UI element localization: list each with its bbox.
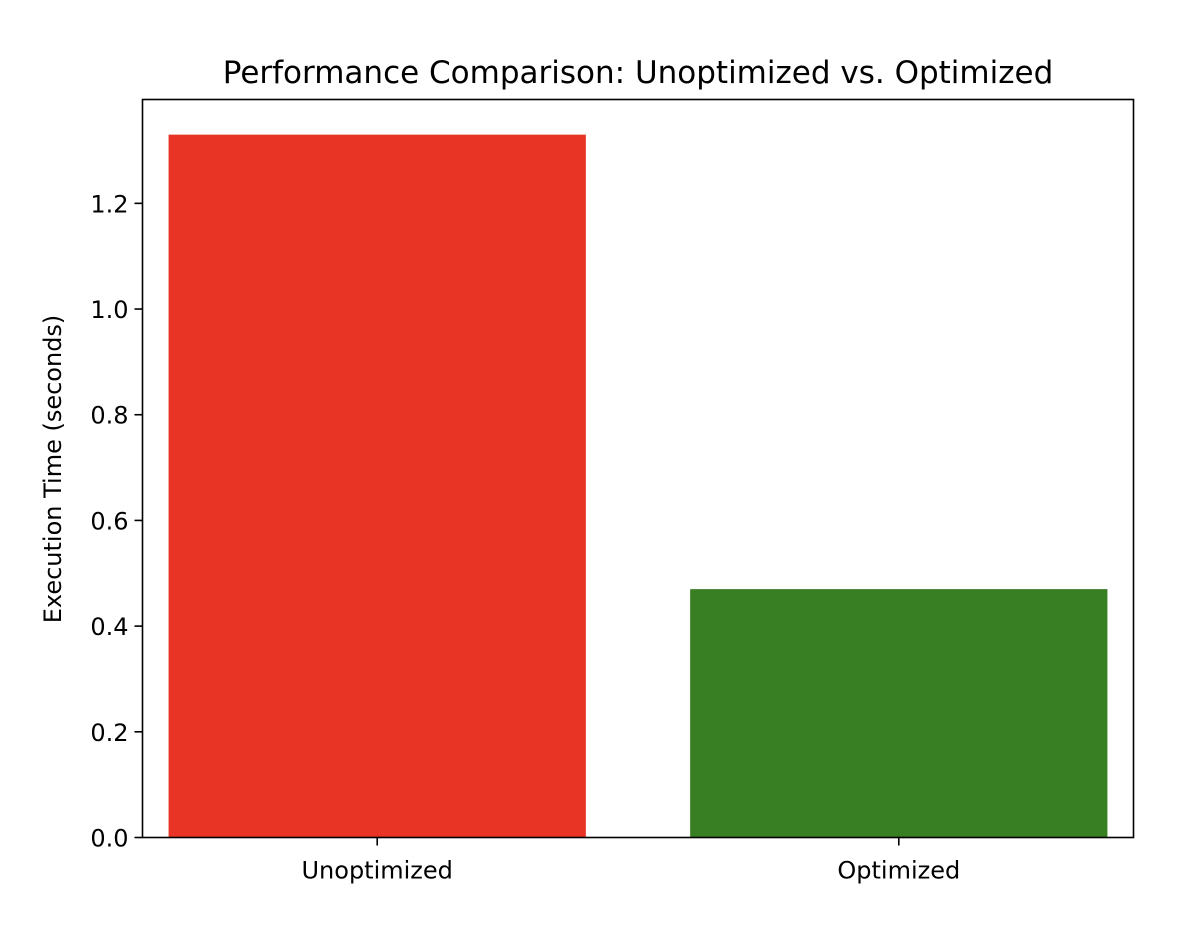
chart-title: Performance Comparison: Unoptimized vs. …: [223, 55, 1054, 91]
y-tick-label: 1.2: [90, 190, 128, 218]
y-axis-ticks: 0.0 0.2 0.4 0.6 0.8 1.0 1.2: [90, 190, 143, 853]
y-tick-label: 0.8: [90, 402, 128, 430]
y-tick-label: 0.2: [90, 719, 128, 747]
bar-optimized: [690, 589, 1108, 838]
y-tick-label: 1.0: [90, 296, 128, 324]
y-axis-label: Execution Time (seconds): [39, 315, 67, 624]
bars-layer: [168, 134, 1108, 838]
x-axis-ticks: Unoptimized Optimized: [301, 837, 960, 885]
y-tick-label: 0.0: [90, 825, 128, 853]
y-tick-label: 0.4: [90, 613, 128, 641]
x-tick-label: Unoptimized: [301, 857, 452, 885]
bar-unoptimized: [168, 134, 586, 838]
x-tick-label: Optimized: [837, 857, 960, 885]
y-tick-label: 0.6: [90, 507, 128, 535]
plot-frame: [141, 98, 1135, 839]
